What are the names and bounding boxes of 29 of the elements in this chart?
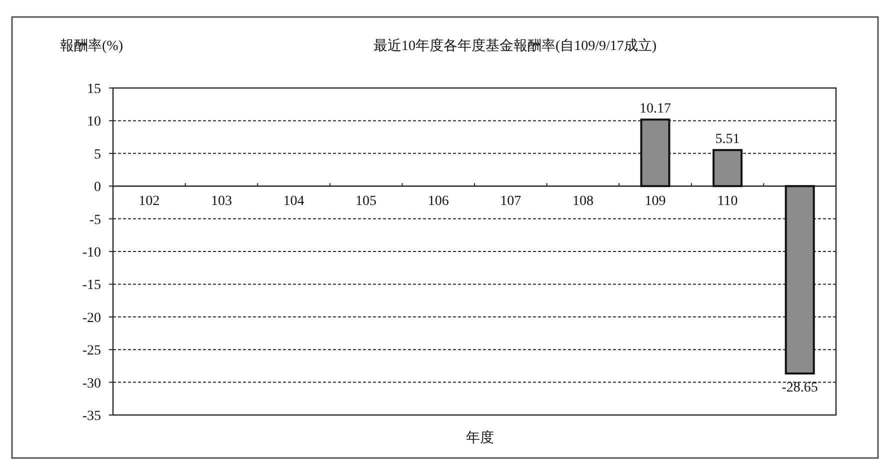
data-label: 10.17 <box>640 102 671 117</box>
x-tick-label: 109 <box>644 194 666 210</box>
y-axis-title: 報酬率(%) <box>60 38 124 54</box>
y-tick-label: -25 <box>82 344 101 359</box>
bar <box>784 185 815 374</box>
y-tick-label: -20 <box>82 310 101 326</box>
x-tick-label: 110 <box>717 194 738 210</box>
x-tick-label: 106 <box>428 194 449 210</box>
x-tick-label: 104 <box>283 194 304 210</box>
y-tick-label: -30 <box>82 376 101 392</box>
x-tick-label: 102 <box>138 194 160 210</box>
x-tick-label: 105 <box>356 194 377 210</box>
x-tick-label: 107 <box>500 194 522 210</box>
y-tick-label: 5 <box>94 147 101 162</box>
y-tick-label: -10 <box>82 246 101 260</box>
y-tick-label: -15 <box>82 278 101 294</box>
data-label: 5.51 <box>715 132 740 148</box>
y-tick-label: -5 <box>89 212 101 228</box>
x-axis-title: 年度 <box>466 430 494 446</box>
y-tick-label: 10 <box>87 114 101 130</box>
bar <box>640 118 670 188</box>
y-tick-label: 15 <box>87 82 101 97</box>
y-tick-label: 0 <box>94 180 101 196</box>
bar <box>712 149 743 188</box>
chart-title: 最近10年度各年度基金報酬率(自109/9/17成立) <box>373 38 657 54</box>
x-tick-label: 103 <box>210 194 232 210</box>
data-label: -28.65 <box>782 380 818 396</box>
y-tick-label: -35 <box>82 409 101 424</box>
x-tick-label: 108 <box>572 194 594 210</box>
